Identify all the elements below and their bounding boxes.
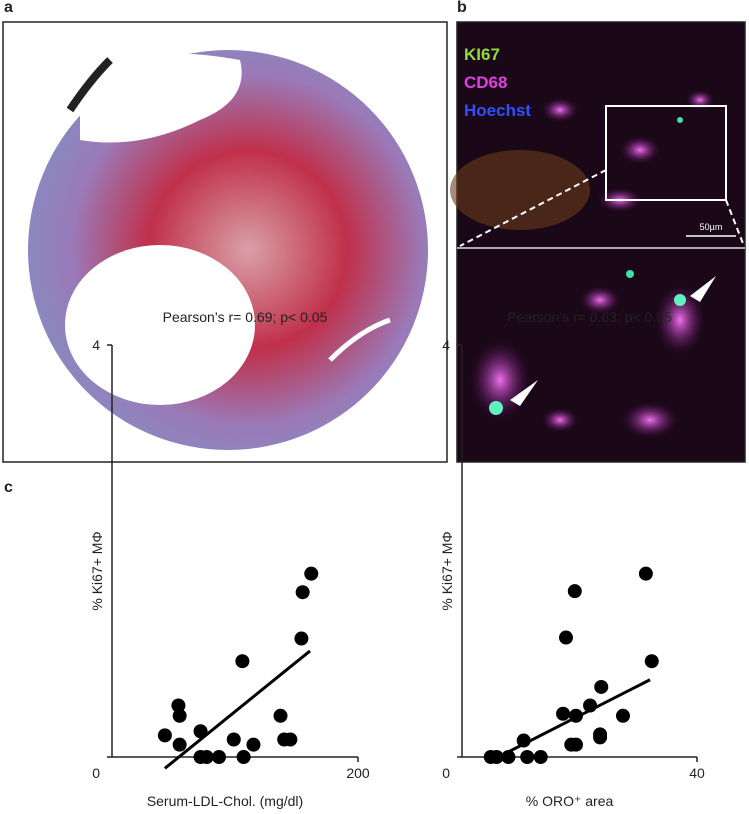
- point: [236, 750, 251, 764]
- point: [246, 737, 261, 752]
- point: [273, 708, 288, 723]
- y-tick-label: 4: [92, 337, 100, 353]
- y-axis-label: % Ki67+ MΦ: [439, 531, 455, 610]
- stain-label: Hoechst: [464, 101, 531, 120]
- x-axis-label: % ORO⁺ area: [526, 793, 614, 809]
- point: [304, 566, 319, 581]
- lumen: [80, 53, 242, 143]
- point: [294, 631, 309, 646]
- point: [556, 706, 571, 721]
- point: [568, 737, 583, 752]
- arrow: [690, 276, 716, 302]
- point: [593, 730, 608, 745]
- panel-label: a: [4, 0, 13, 16]
- point: [638, 566, 653, 581]
- tear: [328, 317, 391, 362]
- point: [644, 654, 659, 669]
- panel-label: b: [457, 0, 467, 16]
- fit-line: [489, 678, 651, 763]
- panel-label: c: [4, 479, 13, 496]
- point: [520, 750, 535, 764]
- x-tick-label: 200: [346, 765, 370, 781]
- fit-line: [163, 649, 311, 770]
- point: [283, 732, 298, 747]
- chart-title: Pearson’s r= 0.69; p< 0.05: [163, 309, 328, 325]
- point: [226, 732, 241, 747]
- point: [533, 750, 548, 764]
- y-tick-label: 0: [92, 765, 100, 781]
- scale-bar-label: 50µm: [700, 222, 723, 232]
- y-tick-label: 4: [442, 337, 450, 353]
- point: [567, 584, 582, 599]
- y-axis-label: % Ki67+ MΦ: [89, 531, 105, 610]
- point: [235, 654, 250, 669]
- tear: [66, 57, 113, 113]
- point: [172, 737, 187, 752]
- point: [157, 728, 172, 743]
- point: [171, 698, 186, 713]
- point: [172, 708, 187, 723]
- point: [558, 630, 573, 645]
- x-axis-label: Serum-LDL-Chol. (mg/dl): [147, 793, 303, 809]
- fluorescence-texture: [450, 90, 714, 438]
- arrow: [510, 380, 538, 406]
- lumen: [65, 245, 255, 405]
- point: [615, 708, 630, 723]
- point: [594, 679, 609, 694]
- chart-title: Pearson’s r= 0.63; p< 0.05: [507, 309, 672, 325]
- zoom-line: [725, 199, 745, 247]
- point: [516, 733, 531, 748]
- y-tick-label: 0: [442, 765, 450, 781]
- point: [212, 750, 227, 764]
- stain-label: CD68: [464, 73, 507, 92]
- point: [295, 585, 310, 600]
- x-tick-label: 40: [689, 765, 705, 781]
- zoom-box: [605, 105, 727, 201]
- zoom-line: [459, 169, 607, 247]
- point: [199, 750, 214, 764]
- stain-label: KI67: [464, 45, 500, 64]
